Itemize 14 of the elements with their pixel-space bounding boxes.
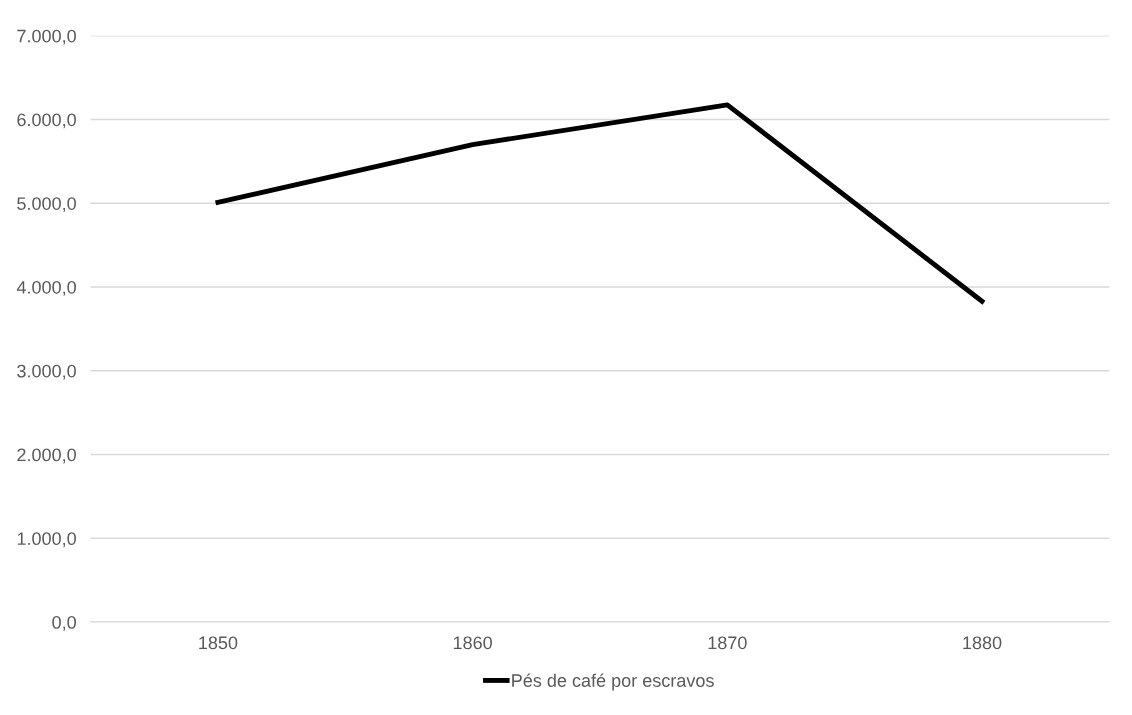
- y-tick-label: 4.000,0: [16, 280, 76, 296]
- y-tick-label: 0,0: [52, 615, 76, 631]
- x-tick-label: 1860: [453, 636, 492, 650]
- x-tick-label: 1870: [708, 636, 747, 650]
- y-tick-label: 5.000,0: [17, 197, 76, 213]
- line-series: [215, 102, 985, 304]
- legend-label: Pés de café por escravos: [512, 673, 714, 691]
- y-tick-label: 1.000,0: [17, 532, 76, 548]
- y-tick-label: 3.000,0: [17, 364, 76, 380]
- y-tick-label: 6.000,0: [17, 113, 76, 129]
- x-tick-label: 1850: [199, 636, 238, 650]
- x-tick-label: 1880: [963, 636, 1002, 650]
- y-tick-label: 7.000,0: [17, 29, 76, 45]
- y-tick-label: 2.000,0: [17, 448, 76, 464]
